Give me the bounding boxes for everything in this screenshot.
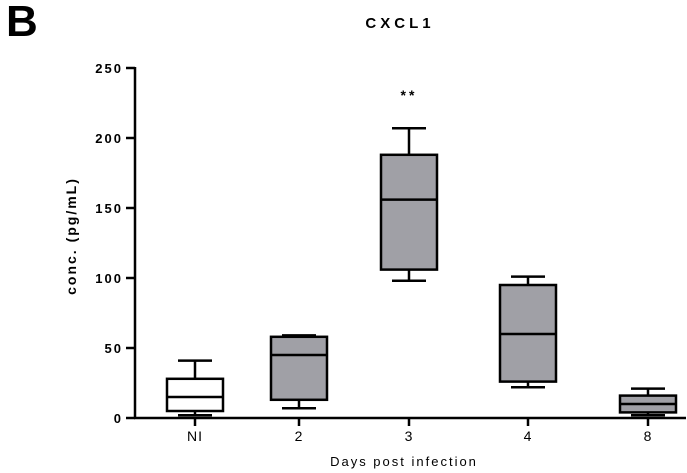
significance-annotation: ** <box>401 87 418 103</box>
x-tick-label: 3 <box>405 428 414 444</box>
y-axis-title: conc. (pg/mL) <box>63 177 79 295</box>
y-tick-label: 0 <box>114 411 123 426</box>
x-tick-label: NI <box>187 428 203 444</box>
axes: 0 50 100 150 200 250 NI 2 3 4 8 <box>95 61 686 444</box>
box-marks: ** <box>165 87 678 417</box>
x-axis-title: Days post infection <box>330 454 478 469</box>
y-tick-label: 250 <box>95 61 123 76</box>
y-tick-label: 50 <box>105 341 123 356</box>
x-tick-label: 2 <box>295 428 304 444</box>
y-tick-label: 200 <box>95 131 123 146</box>
chart-title: CXCL1 <box>365 15 434 32</box>
x-tick-label: 4 <box>524 428 533 444</box>
y-tick-label: 100 <box>95 271 123 286</box>
box-2 <box>269 335 329 402</box>
panel-label: B <box>6 0 38 46</box>
y-tick-label: 150 <box>95 201 123 216</box>
x-tick-label: 8 <box>644 428 653 444</box>
box-NI <box>165 377 225 413</box>
box-3 <box>379 153 439 271</box>
